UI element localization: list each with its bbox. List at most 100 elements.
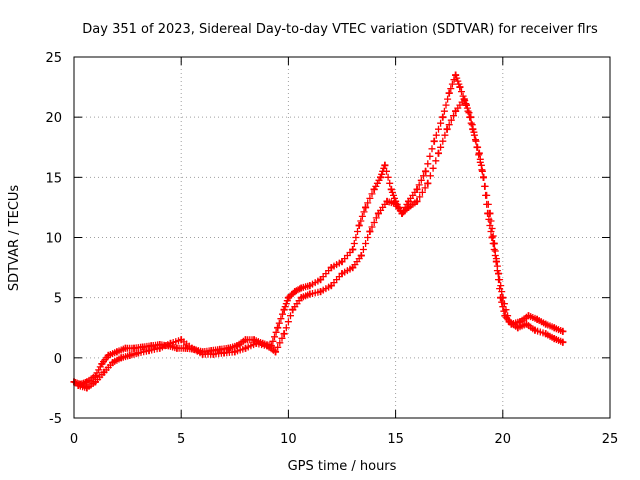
grid-lines <box>74 57 610 418</box>
data-point <box>424 179 432 187</box>
data-point <box>126 351 134 359</box>
data-point <box>297 294 305 302</box>
data-point <box>74 382 82 390</box>
data-point <box>387 185 395 193</box>
data-point <box>550 324 558 332</box>
data-point <box>113 348 121 356</box>
data-point <box>434 149 442 157</box>
x-tick-label: 0 <box>70 432 78 447</box>
data-point <box>338 270 346 278</box>
data-point <box>550 335 558 343</box>
data-point <box>263 342 271 350</box>
data-point <box>317 288 325 296</box>
data-point <box>488 234 496 241</box>
data-point <box>370 185 378 193</box>
data-point <box>525 312 533 320</box>
data-point <box>349 246 357 254</box>
y-tick-label: 10 <box>45 232 62 247</box>
data-point <box>173 344 181 352</box>
data-point <box>383 197 391 205</box>
data-point <box>486 209 494 217</box>
data-point <box>284 294 292 302</box>
data-point <box>542 330 550 338</box>
data-point <box>362 203 370 211</box>
data-point <box>542 320 550 328</box>
x-tick-label: 20 <box>495 432 512 447</box>
data-point <box>130 344 138 352</box>
data-point <box>177 336 185 344</box>
data-point <box>377 173 385 181</box>
y-tick-label: 15 <box>45 171 62 186</box>
data-point <box>199 350 207 358</box>
y-tick-label: 0 <box>54 352 62 367</box>
data-point <box>100 368 108 376</box>
y-tick-label: 25 <box>45 51 62 66</box>
data-point <box>188 344 196 352</box>
data-point <box>533 315 541 323</box>
data-point <box>242 344 250 352</box>
chart-title: Day 351 of 2023, Sidereal Day-to-day VTE… <box>82 22 598 37</box>
data-point <box>231 348 239 356</box>
data-point <box>473 143 481 151</box>
data-point <box>306 290 314 298</box>
data-point <box>209 350 217 358</box>
x-tick-label: 10 <box>280 432 297 447</box>
data-point <box>445 89 453 97</box>
data-point <box>104 351 112 359</box>
data-point <box>495 270 503 278</box>
data-point <box>398 209 406 217</box>
data-point <box>480 173 488 181</box>
data-point <box>559 327 567 335</box>
data-point <box>166 339 174 347</box>
data-point <box>274 324 282 332</box>
data-point <box>505 318 513 326</box>
data-point <box>413 197 421 205</box>
data-point <box>404 203 412 211</box>
x-axis-label: GPS time / hours <box>288 459 397 474</box>
data-point <box>357 252 365 260</box>
data-point <box>83 378 91 386</box>
data-point <box>280 330 288 338</box>
data-point <box>430 137 438 145</box>
data-point <box>83 384 91 392</box>
data-point <box>452 107 460 115</box>
data-point <box>121 344 129 352</box>
data-point <box>499 294 507 302</box>
data-points <box>70 71 567 392</box>
data-point <box>280 306 288 314</box>
data-point <box>381 161 389 169</box>
data-point <box>156 344 164 352</box>
data-point <box>327 264 335 272</box>
data-point <box>134 349 142 357</box>
data-point <box>355 221 363 229</box>
data-point <box>91 372 99 380</box>
data-point <box>366 227 374 235</box>
data-point <box>374 209 382 217</box>
data-point <box>109 359 117 367</box>
data-point <box>216 345 224 353</box>
data-point <box>327 282 335 290</box>
data-point <box>289 306 297 314</box>
data-point <box>413 185 421 193</box>
data-point <box>98 360 106 368</box>
series-2 <box>74 95 567 392</box>
y-axis-label: SDTVAR / TECUs <box>7 185 22 292</box>
data-point <box>456 83 464 91</box>
data-point <box>531 326 539 334</box>
data-point <box>490 240 498 248</box>
data-point <box>145 347 153 355</box>
y-tick-label: 5 <box>54 292 62 307</box>
axis-ticks: 0 5 10 15 20 25 -5 0 5 10 15 20 25 <box>45 51 618 447</box>
data-point <box>349 264 357 272</box>
data-point <box>252 339 260 347</box>
data-point <box>439 113 447 121</box>
data-point <box>443 125 451 133</box>
data-point <box>117 354 125 362</box>
data-point <box>297 284 305 292</box>
data-point <box>392 200 400 208</box>
data-point <box>242 336 250 344</box>
data-point <box>91 378 99 386</box>
data-point <box>460 95 468 103</box>
x-tick-label: 5 <box>177 432 185 447</box>
